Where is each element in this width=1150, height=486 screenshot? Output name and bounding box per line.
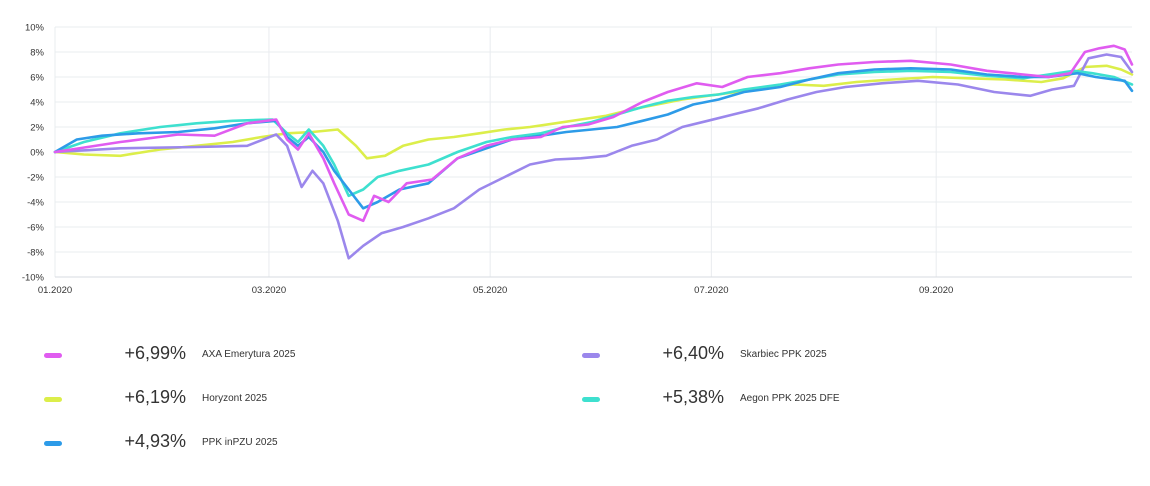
legend-swatch bbox=[44, 353, 62, 358]
legend-return-value: +6,19% bbox=[124, 387, 186, 407]
series-lines bbox=[53, 44, 1134, 260]
y-tick-label: -8% bbox=[27, 248, 44, 259]
legend-swatch bbox=[582, 397, 600, 402]
x-tick-label: 09.2020 bbox=[919, 285, 953, 296]
x-tick-label: 03.2020 bbox=[252, 285, 286, 296]
legend-series-name: AXA Emerytura 2025 bbox=[202, 349, 296, 360]
line-chart: 10% 8% 6% 4% 2% 0% -2% -4% -6% -8% -10% 01.2020 03.… bbox=[22, 23, 1134, 296]
y-tick-label: -6% bbox=[27, 223, 44, 234]
legend-swatch bbox=[582, 353, 600, 358]
y-tick-label: 6% bbox=[30, 73, 44, 84]
series-line-skarbiec-ppk-2025 bbox=[53, 53, 1134, 260]
x-tick-label: 05.2020 bbox=[473, 285, 507, 296]
chart-grid bbox=[54, 26, 1132, 278]
legend-return-value: +4,93% bbox=[124, 431, 186, 451]
legend-return-value: +6,99% bbox=[124, 343, 186, 363]
y-tick-label: 8% bbox=[30, 48, 44, 59]
y-tick-label: 10% bbox=[25, 23, 45, 34]
legend-swatch bbox=[44, 397, 62, 402]
y-tick-label: 2% bbox=[30, 123, 44, 134]
series-line-ppk-inpzu-2025 bbox=[53, 67, 1134, 210]
y-tick-label: 0% bbox=[30, 148, 44, 159]
x-tick-label: 01.2020 bbox=[38, 285, 72, 296]
legend-series-name: Skarbiec PPK 2025 bbox=[740, 349, 827, 360]
y-tick-label: 4% bbox=[30, 98, 44, 109]
y-tick-label: -10% bbox=[22, 273, 45, 284]
legend-series-name: PPK inPZU 2025 bbox=[202, 437, 278, 448]
x-axis: 01.2020 03.2020 05.2020 07.2020 09.2020 bbox=[38, 285, 954, 296]
legend-swatch bbox=[44, 441, 62, 446]
legend-series-name: Aegon PPK 2025 DFE bbox=[740, 393, 840, 404]
legend-series-name: Horyzont 2025 bbox=[202, 393, 268, 404]
x-tick-label: 07.2020 bbox=[694, 285, 728, 296]
y-tick-label: -2% bbox=[27, 173, 44, 184]
y-tick-label: -4% bbox=[27, 198, 44, 209]
series-line-axa-emerytura-2025 bbox=[53, 44, 1134, 223]
y-axis: 10% 8% 6% 4% 2% 0% -2% -4% -6% -8% -10% bbox=[22, 23, 45, 284]
series-line-horyzont-2025 bbox=[53, 64, 1134, 160]
chart-legend: +6,99% AXA Emerytura 2025 +6,40% Skarbiec P… bbox=[0, 330, 1150, 470]
legend-return-value: +5,38% bbox=[662, 387, 724, 407]
legend-return-value: +6,40% bbox=[662, 343, 724, 363]
